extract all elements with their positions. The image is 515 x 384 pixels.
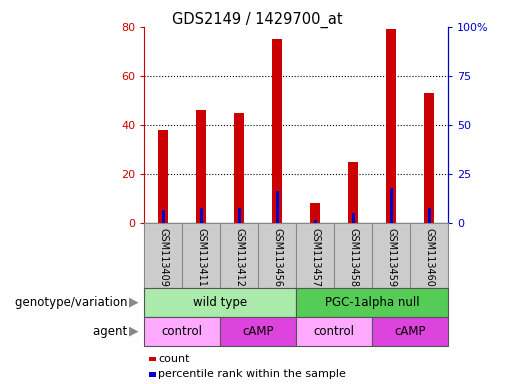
Text: GSM113409: GSM113409 [158,228,168,287]
Bar [311,203,320,223]
Bar [196,110,206,223]
Text: GSM113411: GSM113411 [196,228,206,287]
Bar [144,288,296,317]
Text: cAMP: cAMP [243,325,274,338]
Bar [237,208,241,223]
Bar [234,113,244,223]
Bar [159,130,168,223]
Bar [200,208,203,223]
Text: wild type: wild type [193,296,247,309]
Bar [220,317,296,346]
Bar [352,213,355,223]
Text: control: control [314,325,355,338]
Bar [296,288,448,317]
Bar [314,220,317,223]
Text: PGC-1alpha null: PGC-1alpha null [325,296,419,309]
Bar [296,317,372,346]
Bar [272,39,282,223]
Bar [144,317,220,346]
Text: control: control [162,325,203,338]
Text: GSM113460: GSM113460 [424,228,434,287]
Bar [372,317,448,346]
Bar [162,210,165,223]
Text: GSM113412: GSM113412 [234,228,244,287]
Bar [427,208,431,223]
Text: agent: agent [93,325,131,338]
Text: ▶: ▶ [129,296,139,309]
Text: ▶: ▶ [129,325,139,338]
Text: cAMP: cAMP [394,325,426,338]
Text: percentile rank within the sample: percentile rank within the sample [158,369,346,379]
Bar [424,93,434,223]
Text: genotype/variation: genotype/variation [15,296,131,309]
Bar [389,189,392,223]
Text: GSM113456: GSM113456 [272,228,282,287]
Bar [276,191,279,223]
Text: count: count [158,354,190,364]
Text: GSM113459: GSM113459 [386,228,396,287]
Bar [348,162,358,223]
Text: GSM113458: GSM113458 [348,228,358,287]
Text: GSM113457: GSM113457 [310,228,320,287]
Text: GDS2149 / 1429700_at: GDS2149 / 1429700_at [172,12,343,28]
Bar [386,29,396,223]
